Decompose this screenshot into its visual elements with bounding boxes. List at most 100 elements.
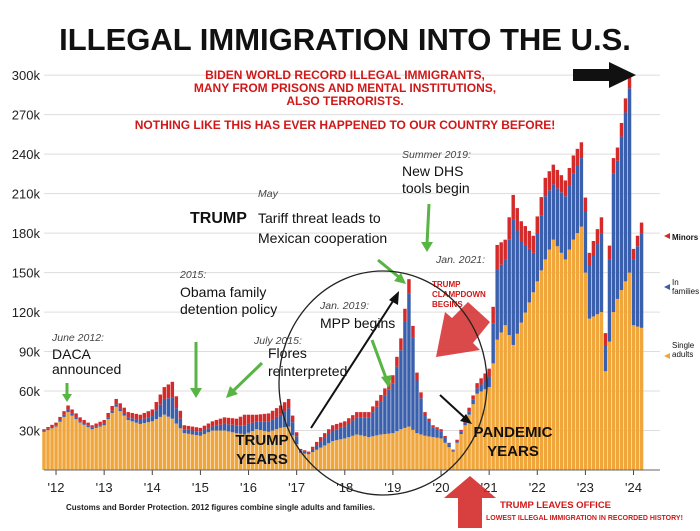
bar-in-families bbox=[62, 414, 66, 417]
bar-single-adults bbox=[407, 426, 411, 470]
bar-single-adults bbox=[50, 428, 54, 470]
bar-in-families bbox=[487, 376, 491, 388]
bar-minors bbox=[66, 405, 70, 410]
bar-minors bbox=[234, 418, 239, 426]
bar-single-adults bbox=[174, 423, 179, 470]
bar-single-adults bbox=[591, 316, 596, 470]
bar-single-adults bbox=[427, 436, 431, 470]
x-axis-ticks: '12'13'14'15'16'17'18'19'20'21'22'23'24 bbox=[48, 470, 642, 495]
bar-in-families bbox=[639, 233, 644, 328]
bar-single-adults bbox=[74, 419, 78, 470]
bar-single-adults bbox=[571, 239, 576, 470]
bar-minors bbox=[182, 425, 187, 430]
bar-single-adults bbox=[539, 270, 544, 470]
bar-single-adults bbox=[587, 318, 592, 470]
bar-minors bbox=[503, 239, 507, 260]
bar-single-adults bbox=[94, 427, 98, 470]
bar-single-adults bbox=[471, 404, 475, 470]
bar-minors bbox=[102, 419, 106, 424]
bar-in-families bbox=[387, 389, 391, 434]
bar-minors bbox=[415, 372, 419, 381]
bar-single-adults bbox=[523, 312, 527, 470]
x-tick-label: '17 bbox=[288, 480, 305, 495]
bar-minors bbox=[274, 408, 279, 417]
bar-in-families bbox=[162, 398, 167, 415]
bar-single-adults bbox=[78, 422, 82, 470]
bar-single-adults bbox=[375, 435, 379, 470]
y-tick-label: 120k bbox=[12, 305, 41, 320]
bar-single-adults bbox=[431, 437, 435, 470]
bar-in-families bbox=[627, 88, 632, 273]
bar-in-families bbox=[471, 399, 475, 405]
bar-single-adults bbox=[483, 389, 487, 470]
bar-minors bbox=[427, 418, 431, 422]
obama-text-2: detention policy bbox=[180, 301, 277, 317]
x-tick-label: '12 bbox=[48, 480, 65, 495]
bar-in-families bbox=[323, 437, 327, 446]
bar-in-families bbox=[146, 417, 150, 423]
daca-text-2: announced bbox=[52, 361, 121, 377]
y-tick-label: 150k bbox=[12, 266, 41, 281]
bar-minors bbox=[42, 429, 46, 431]
bar-single-adults bbox=[479, 391, 483, 470]
bar-in-families bbox=[339, 427, 343, 440]
bar-in-families bbox=[399, 350, 403, 430]
bar-in-families bbox=[547, 190, 552, 250]
legend-families-2: families bbox=[672, 287, 699, 296]
bar-single-adults bbox=[347, 437, 351, 470]
bar-minors bbox=[310, 446, 315, 449]
bar-minors bbox=[419, 392, 423, 399]
bar-single-adults bbox=[58, 421, 62, 470]
bar-minors bbox=[238, 416, 243, 426]
bar-single-adults bbox=[310, 452, 315, 470]
bar-single-adults bbox=[198, 435, 203, 470]
bar-single-adults bbox=[575, 233, 580, 470]
daca-annotation: June 2012: DACA announced bbox=[51, 332, 121, 402]
bar-single-adults bbox=[531, 292, 535, 470]
bar-minors bbox=[166, 384, 171, 399]
bar-in-families bbox=[170, 397, 175, 419]
bar-in-families bbox=[302, 451, 307, 454]
bar-in-families bbox=[591, 255, 596, 317]
bar-single-adults bbox=[158, 416, 163, 470]
bar-single-adults bbox=[379, 434, 383, 470]
bar-in-families bbox=[615, 160, 620, 299]
bar-single-adults bbox=[411, 429, 415, 470]
bar-single-adults bbox=[499, 332, 503, 470]
bar-single-adults bbox=[387, 433, 391, 470]
headline-line-4: NOTHING LIKE THIS HAS EVER HAPPENED TO O… bbox=[135, 118, 555, 132]
bar-single-adults bbox=[82, 424, 86, 470]
bar-in-families bbox=[126, 417, 130, 420]
bar-minors bbox=[114, 398, 118, 405]
bar-minors bbox=[314, 441, 319, 445]
bar-minors bbox=[571, 155, 576, 174]
bar-single-adults bbox=[631, 325, 636, 470]
bar-single-adults bbox=[102, 425, 106, 470]
obama-text-1: Obama family bbox=[180, 284, 266, 300]
bar-in-families bbox=[122, 412, 126, 416]
legend-single-2: adults bbox=[672, 350, 693, 359]
bar-single-adults bbox=[206, 432, 211, 470]
bar-in-families bbox=[242, 425, 247, 435]
bar-in-families bbox=[475, 388, 479, 394]
bar-minors bbox=[294, 432, 299, 437]
bar-minors bbox=[615, 147, 620, 161]
bar-minors bbox=[595, 229, 600, 245]
bar-single-adults bbox=[230, 432, 235, 470]
bar-single-adults bbox=[327, 443, 331, 470]
bar-in-families bbox=[266, 421, 271, 432]
bar-single-adults bbox=[118, 411, 122, 470]
bar-in-families bbox=[567, 185, 572, 250]
bar-single-adults bbox=[323, 445, 327, 470]
mpp-date: Jan. 2019: bbox=[319, 300, 369, 312]
bar-minors bbox=[523, 226, 527, 245]
bar-in-families bbox=[290, 422, 295, 436]
bar-single-adults bbox=[134, 422, 138, 470]
bar-single-adults bbox=[599, 312, 604, 470]
bar-single-adults bbox=[555, 246, 560, 470]
y-tick-label: 30k bbox=[19, 424, 40, 439]
bar-single-adults bbox=[154, 419, 159, 470]
bar-single-adults bbox=[355, 434, 359, 470]
bar-in-families bbox=[82, 423, 86, 425]
bar-in-families bbox=[483, 380, 487, 390]
